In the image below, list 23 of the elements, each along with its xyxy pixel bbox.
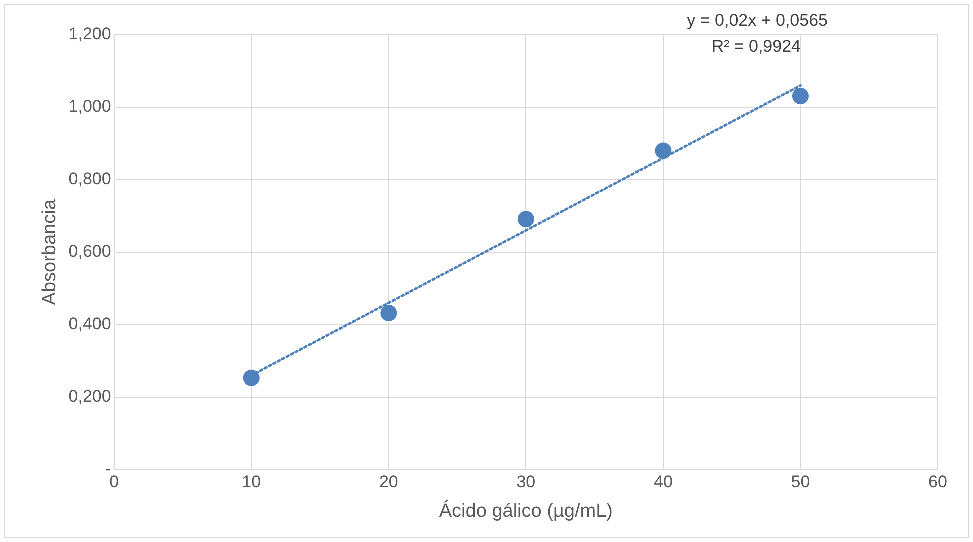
x-tick-label: 60 bbox=[928, 472, 948, 492]
point bbox=[655, 142, 672, 160]
x-tick-label: 0 bbox=[110, 472, 120, 492]
point bbox=[518, 211, 534, 228]
y-tick-label: 0,600 bbox=[68, 242, 112, 262]
text: y = 0,02x + 0,0565 bbox=[687, 11, 828, 30]
point bbox=[792, 88, 809, 104]
y-tick-label: 0,200 bbox=[68, 387, 112, 406]
y-axis-title: Absorbancia bbox=[40, 199, 61, 306]
point bbox=[380, 305, 398, 322]
annotation: R² = 0,9924 bbox=[712, 37, 801, 56]
x-tick-label: 40 bbox=[654, 472, 673, 492]
x-axis-title: Ácido gálico (µg/mL) bbox=[439, 500, 613, 522]
y-tick-label: 0,800 bbox=[68, 170, 112, 189]
point bbox=[243, 370, 260, 386]
y-tick-label: - bbox=[106, 459, 112, 478]
x-tick-label: 20 bbox=[379, 472, 398, 492]
y-tick-label: 1,000 bbox=[68, 97, 112, 116]
x-tick-label: 30 bbox=[516, 472, 536, 492]
x-tick-label: 50 bbox=[791, 472, 810, 492]
y-tick-label: 1,200 bbox=[68, 24, 112, 44]
y-tick-label: 0,400 bbox=[68, 314, 112, 334]
x-tick-label: 10 bbox=[242, 472, 262, 492]
